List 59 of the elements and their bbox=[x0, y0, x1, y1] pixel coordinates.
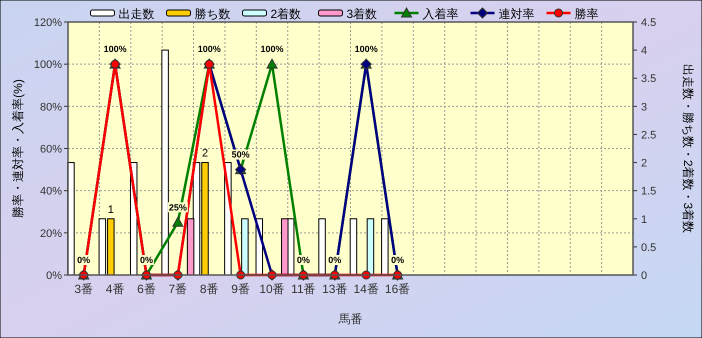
y2-tick-label: 2 bbox=[641, 158, 648, 170]
data-label: 100% bbox=[104, 44, 127, 54]
x-tick-label: 11番 bbox=[291, 282, 316, 296]
x-tick-label: 14番 bbox=[354, 282, 379, 296]
data-label: 100% bbox=[260, 44, 284, 54]
y2-tick-label: 3.5 bbox=[641, 73, 656, 86]
bar bbox=[318, 218, 326, 276]
data-label: 0% bbox=[296, 255, 310, 265]
y2-tick-label: 0 bbox=[641, 270, 648, 282]
legend-label: 出走数 bbox=[118, 7, 154, 21]
y-tick-label: 40% bbox=[40, 186, 62, 198]
bar bbox=[350, 218, 358, 276]
y-axis-title: 勝率・連対率・入着率(%) bbox=[11, 79, 25, 218]
y-tick-label: 0% bbox=[46, 270, 62, 282]
x-tick-label: 7番 bbox=[168, 282, 188, 296]
bar bbox=[366, 218, 374, 276]
x-tick-label: 6番 bbox=[137, 282, 156, 296]
data-label: 1 bbox=[108, 204, 114, 216]
x-tick-label: 10番 bbox=[259, 282, 285, 296]
bar bbox=[161, 50, 169, 276]
data-label: 100% bbox=[198, 44, 221, 54]
data-label: 0% bbox=[77, 255, 90, 265]
y2-tick-label: 3 bbox=[641, 101, 648, 114]
data-label: 100% bbox=[354, 44, 378, 54]
x-tick-label: 16番 bbox=[384, 282, 410, 296]
point bbox=[172, 216, 184, 227]
data-label: 0% bbox=[328, 255, 342, 265]
x-tick-label: 4番 bbox=[106, 282, 124, 296]
legend-label: 勝率 bbox=[574, 7, 598, 21]
y2-tick-label: 4 bbox=[641, 45, 648, 58]
x-axis-title: 馬番 bbox=[338, 312, 362, 326]
y2-tick-label: 0.5 bbox=[641, 242, 656, 254]
bar bbox=[381, 218, 389, 276]
legend-label: 勝ち数 bbox=[194, 7, 230, 21]
y2-tick-label: 1.5 bbox=[641, 186, 656, 198]
legend-label: 3着数 bbox=[346, 7, 378, 21]
y-tick-label: 80% bbox=[40, 101, 62, 114]
data-label: 50% bbox=[232, 150, 250, 160]
x-tick-label: 13番 bbox=[322, 282, 348, 296]
legend-label: 連対率 bbox=[498, 7, 534, 21]
x-tick-label: 9番 bbox=[231, 282, 250, 296]
y-tick-label: 20% bbox=[40, 228, 62, 240]
y-tick-label: 100% bbox=[34, 59, 62, 72]
y2-tick-label: 2.5 bbox=[641, 129, 656, 142]
y2-tick-label: 4.5 bbox=[641, 17, 656, 29]
y-tick-label: 120% bbox=[34, 17, 62, 29]
data-label: 2 bbox=[202, 148, 208, 160]
point bbox=[266, 58, 278, 69]
x-tick-label: 3番 bbox=[74, 282, 94, 296]
bar bbox=[241, 218, 249, 276]
legend-label: 2着数 bbox=[270, 7, 302, 21]
x-tick-label: 8番 bbox=[200, 282, 219, 296]
data-label: 25% bbox=[168, 202, 187, 212]
y2-axis-title: 出走数・勝ち数・2着数・3着数 bbox=[681, 64, 695, 234]
y2-tick-label: 1 bbox=[641, 214, 648, 226]
data-label: 0% bbox=[140, 255, 153, 265]
data-label: 0% bbox=[391, 255, 404, 265]
y-tick-label: 60% bbox=[40, 144, 62, 156]
legend-label: 入着率 bbox=[422, 7, 458, 21]
